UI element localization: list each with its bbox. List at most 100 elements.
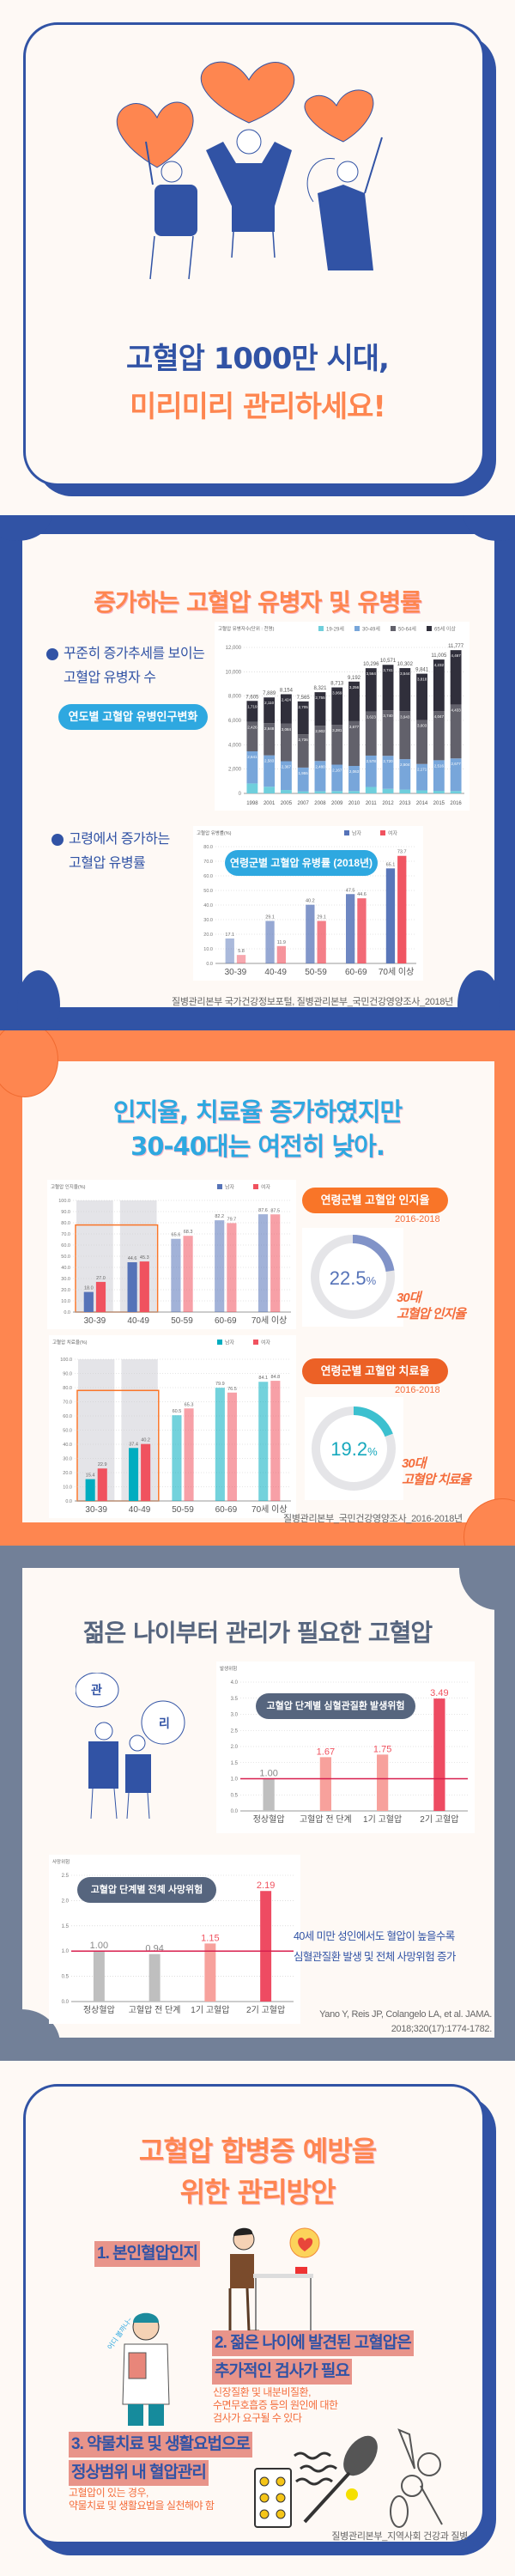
x-tick-label: 60-69 (215, 1505, 238, 1515)
management-section: 고혈압 합병증 예방을 위한 관리방안 1. 본인혈압인지 어디 볼까나~ 2.… (0, 2061, 515, 2576)
chart-yearly-patients: 고혈압 유병자수(단위 : 천명) 19-29세 30-49세 50-64세 65세 이… (215, 622, 470, 811)
bar (139, 1261, 149, 1312)
label-line: 고혈압 인지율 (397, 1307, 466, 1321)
heart-icon (298, 2237, 313, 2251)
y-tick-label: 10,000 (226, 670, 242, 675)
value-label: 68.3 (184, 1230, 193, 1235)
bar-segment (416, 720, 428, 764)
bar (270, 1214, 281, 1312)
x-tick-label: 1998 (246, 801, 258, 806)
bar-segment (365, 755, 377, 787)
legend-swatch (217, 1340, 222, 1345)
desc-line: 고혈압이 있는 경우, (69, 2487, 148, 2499)
legend-swatch (380, 830, 385, 835)
bubble-mortality-risk: 고혈압 단계별 전체 사망위험 (77, 1877, 216, 1903)
bar-segment (365, 711, 377, 756)
y-tick-label: 2.0 (62, 1899, 70, 1904)
couple-with-speech-clouds-illustration (76, 1673, 185, 1820)
value-label: 87.6 (258, 1208, 268, 1213)
y-tick-label: 50.0 (61, 1255, 70, 1260)
x-tick-label: 2016 (450, 801, 462, 806)
x-tick-label: 2기 고혈압 (246, 2004, 285, 2015)
y-tick-label: 90.0 (63, 1372, 72, 1377)
bullet-prevalence-rate: 고령에서 증가하는 고혈압 유병률 (52, 828, 170, 876)
segment-label: 4,467 (451, 653, 461, 658)
bar (227, 1223, 237, 1312)
segment-label: 3,084 (282, 727, 292, 732)
step-2-label-line2: 추가적인 검사가 필요 (212, 2359, 352, 2385)
legend-label: 여자 (261, 1184, 271, 1191)
heart-icon (200, 61, 295, 124)
bar (83, 1291, 94, 1312)
value-label: 0.94 (145, 1944, 163, 1954)
segment-label: 2,167 (332, 769, 342, 773)
cloud-text-gwan: 관 (91, 1683, 102, 1697)
y-tick-label: 20.0 (203, 933, 213, 938)
step-2-label-line1: 2. 젊은 나이에 발견된 고혈압은 (212, 2330, 414, 2356)
bar (148, 1953, 161, 2002)
value-label: 1.75 (373, 1744, 391, 1754)
heart-icon (304, 89, 374, 143)
heart-icon (116, 101, 194, 168)
donut-treatment-arc (312, 1406, 396, 1491)
step-1-label: 1. 본인혈압인지 (94, 2241, 201, 2267)
bar (97, 1468, 107, 1501)
y-tick-label: 30.0 (61, 1277, 70, 1282)
people-holding-hearts-illustration (116, 61, 383, 280)
value-label: 79.9 (215, 1382, 225, 1387)
bar (215, 1388, 225, 1501)
segment-label: 3,564 (367, 671, 377, 676)
bar-segment (348, 791, 360, 793)
bar-segment (348, 765, 360, 792)
chart-title: 고혈압 유병률(%) (197, 829, 232, 836)
doctor-with-clipboard-illustration (122, 2312, 170, 2426)
bar (397, 855, 407, 963)
bar-segment (297, 734, 309, 768)
x-tick-label: 2007 (298, 801, 310, 806)
bar-segment (450, 650, 462, 705)
desc-line: 신장질환 및 내분비질환, (213, 2386, 311, 2398)
segment-label: 1,955 (299, 771, 309, 775)
legend-swatch (217, 1184, 222, 1189)
value-label: 18.0 (84, 1286, 94, 1291)
y-tick-label: 4,000 (228, 743, 242, 748)
bar (236, 955, 246, 963)
risk-note: 40세 미만 성인에서도 혈압이 높을수록 심혈관질환 발생 및 전체 사망위험… (294, 1926, 456, 1967)
x-tick-label: 30-39 (84, 1316, 106, 1326)
bar-segment (450, 758, 462, 792)
y-tick-label: 2.0 (231, 1745, 239, 1750)
value-label: 79.7 (227, 1217, 237, 1222)
segment-label: 2,755 (315, 696, 325, 700)
x-tick-label: 1기 고혈압 (363, 1814, 402, 1825)
y-tick-label: 30.0 (203, 918, 213, 923)
y-tick-label: 70.0 (61, 1232, 70, 1237)
management-title-line2: 위한 관리방안 (179, 2176, 336, 2208)
segment-label: 2,063 (349, 769, 360, 774)
legend-swatch (391, 626, 396, 631)
legend-label: 여자 (388, 830, 398, 837)
bar (346, 894, 355, 963)
segment-label: 3,818 (417, 677, 427, 682)
value-label: 2.19 (257, 1880, 275, 1891)
legend-swatch (253, 1340, 258, 1345)
callout-treatment-date: 2016-2018 (395, 1385, 440, 1395)
x-tick-label: 70세 이상 (251, 1504, 288, 1515)
bar (319, 1757, 331, 1811)
x-tick-label: 2기 고혈압 (420, 1814, 458, 1825)
ref-line: Yano Y, Reis JP, Colangelo LA, et al. JA… (319, 2009, 492, 2020)
bar (204, 1943, 216, 2002)
y-tick-label: 0.0 (231, 1809, 239, 1814)
total-label: 7,605 (245, 695, 259, 700)
bar-segment (416, 763, 428, 791)
callout-awareness-date: 2016-2018 (395, 1214, 440, 1224)
y-tick-label: 90.0 (61, 1210, 70, 1215)
segment-label: 2,902 (315, 729, 325, 733)
segment-label: 3,740 (383, 714, 393, 718)
chart-title: 사망위험 (52, 1858, 70, 1865)
bar (184, 1408, 194, 1501)
bar-segment (348, 681, 360, 721)
y-tick-label: 0.0 (64, 1310, 70, 1315)
x-tick-label: 70세 이상 (379, 967, 415, 977)
segment-label: 2,480 (315, 764, 325, 769)
segment-label: 2,583 (264, 759, 275, 763)
